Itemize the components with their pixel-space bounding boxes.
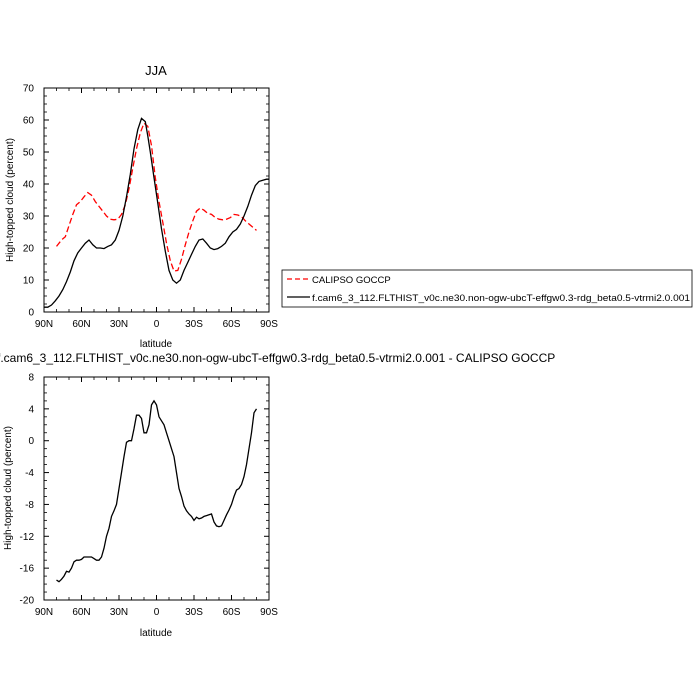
- top-series-line-0: [55, 122, 257, 272]
- legend-entry-calipso: CALIPSO GOCCP: [312, 275, 391, 286]
- bottom-x-tick-label: 30S: [185, 607, 203, 618]
- top-x-tick-label: 30S: [185, 319, 203, 330]
- bottom-y-tick-label: -8: [25, 500, 34, 511]
- bottom-x-tick-label: 0: [154, 607, 160, 618]
- top-y-tick-label: 50: [23, 148, 35, 159]
- bottom-x-tick-label: 30N: [110, 607, 128, 618]
- bottom-y-tick-label: -12: [20, 532, 35, 543]
- top-y-axis-label: High-topped cloud (percent): [5, 138, 16, 262]
- bottom-y-tick-label: 8: [28, 373, 34, 384]
- bottom-chart-title: f.cam6_3_112.FLTHIST_v0c.ne30.non-ogw-ub…: [0, 351, 555, 365]
- top-y-tick-label: 30: [23, 212, 35, 223]
- top-x-tick-label: 60N: [72, 319, 90, 330]
- top-x-tick-label: 30N: [110, 319, 128, 330]
- bottom-x-tick-label: 90S: [260, 607, 278, 618]
- bottom-y-tick-label: 4: [28, 404, 34, 415]
- bottom-series-line-0: [56, 399, 258, 583]
- top-y-tick-label: 40: [23, 180, 35, 191]
- top-x-tick-label: 0: [154, 319, 160, 330]
- top-series-line-1: [44, 117, 269, 308]
- top-y-tick-label: 60: [23, 116, 35, 127]
- legend: CALIPSO GOCCP f.cam6_3_112.FLTHIST_v0c.n…: [281, 269, 693, 308]
- top-x-axis-label: latitude: [140, 339, 173, 350]
- bottom-x-tick-label: 60S: [223, 607, 241, 618]
- top-x-tick-label: 90S: [260, 319, 278, 330]
- bottom-x-axis-label: latitude: [140, 628, 173, 639]
- top-plot-frame: [43, 87, 270, 313]
- top-panel: JJA 90N 60N 30N 0 30S 60S 90S 0 10 20 30 40 50 60 70 l…: [5, 63, 278, 350]
- legend-entry-model: f.cam6_3_112.FLTHIST_v0c.ne30.non-ogw-ub…: [312, 293, 690, 304]
- bottom-y-tick-label: 0: [28, 436, 34, 447]
- top-x-tick-label: 90N: [35, 319, 53, 330]
- bottom-y-axis-label: High-topped cloud (percent): [3, 426, 14, 550]
- top-y-tick-label: 10: [23, 276, 35, 287]
- bottom-x-tick-label: 90N: [35, 607, 53, 618]
- top-y-tick-label: 70: [23, 84, 35, 95]
- bottom-y-tick-label: -20: [20, 596, 35, 607]
- bottom-y-tick-label: -4: [25, 468, 34, 479]
- bottom-panel: f.cam6_3_112.FLTHIST_v0c.ne30.non-ogw-ub…: [0, 351, 555, 639]
- legend-box: [281, 269, 693, 308]
- top-y-tick-label: 20: [23, 244, 35, 255]
- top-chart-title: JJA: [145, 63, 167, 78]
- top-x-tick-label: 60S: [223, 319, 241, 330]
- bottom-y-tick-label: -16: [20, 564, 35, 575]
- bottom-x-tick-label: 60N: [72, 607, 90, 618]
- top-y-tick-label: 0: [28, 308, 34, 319]
- bottom-plot-frame: [43, 376, 270, 601]
